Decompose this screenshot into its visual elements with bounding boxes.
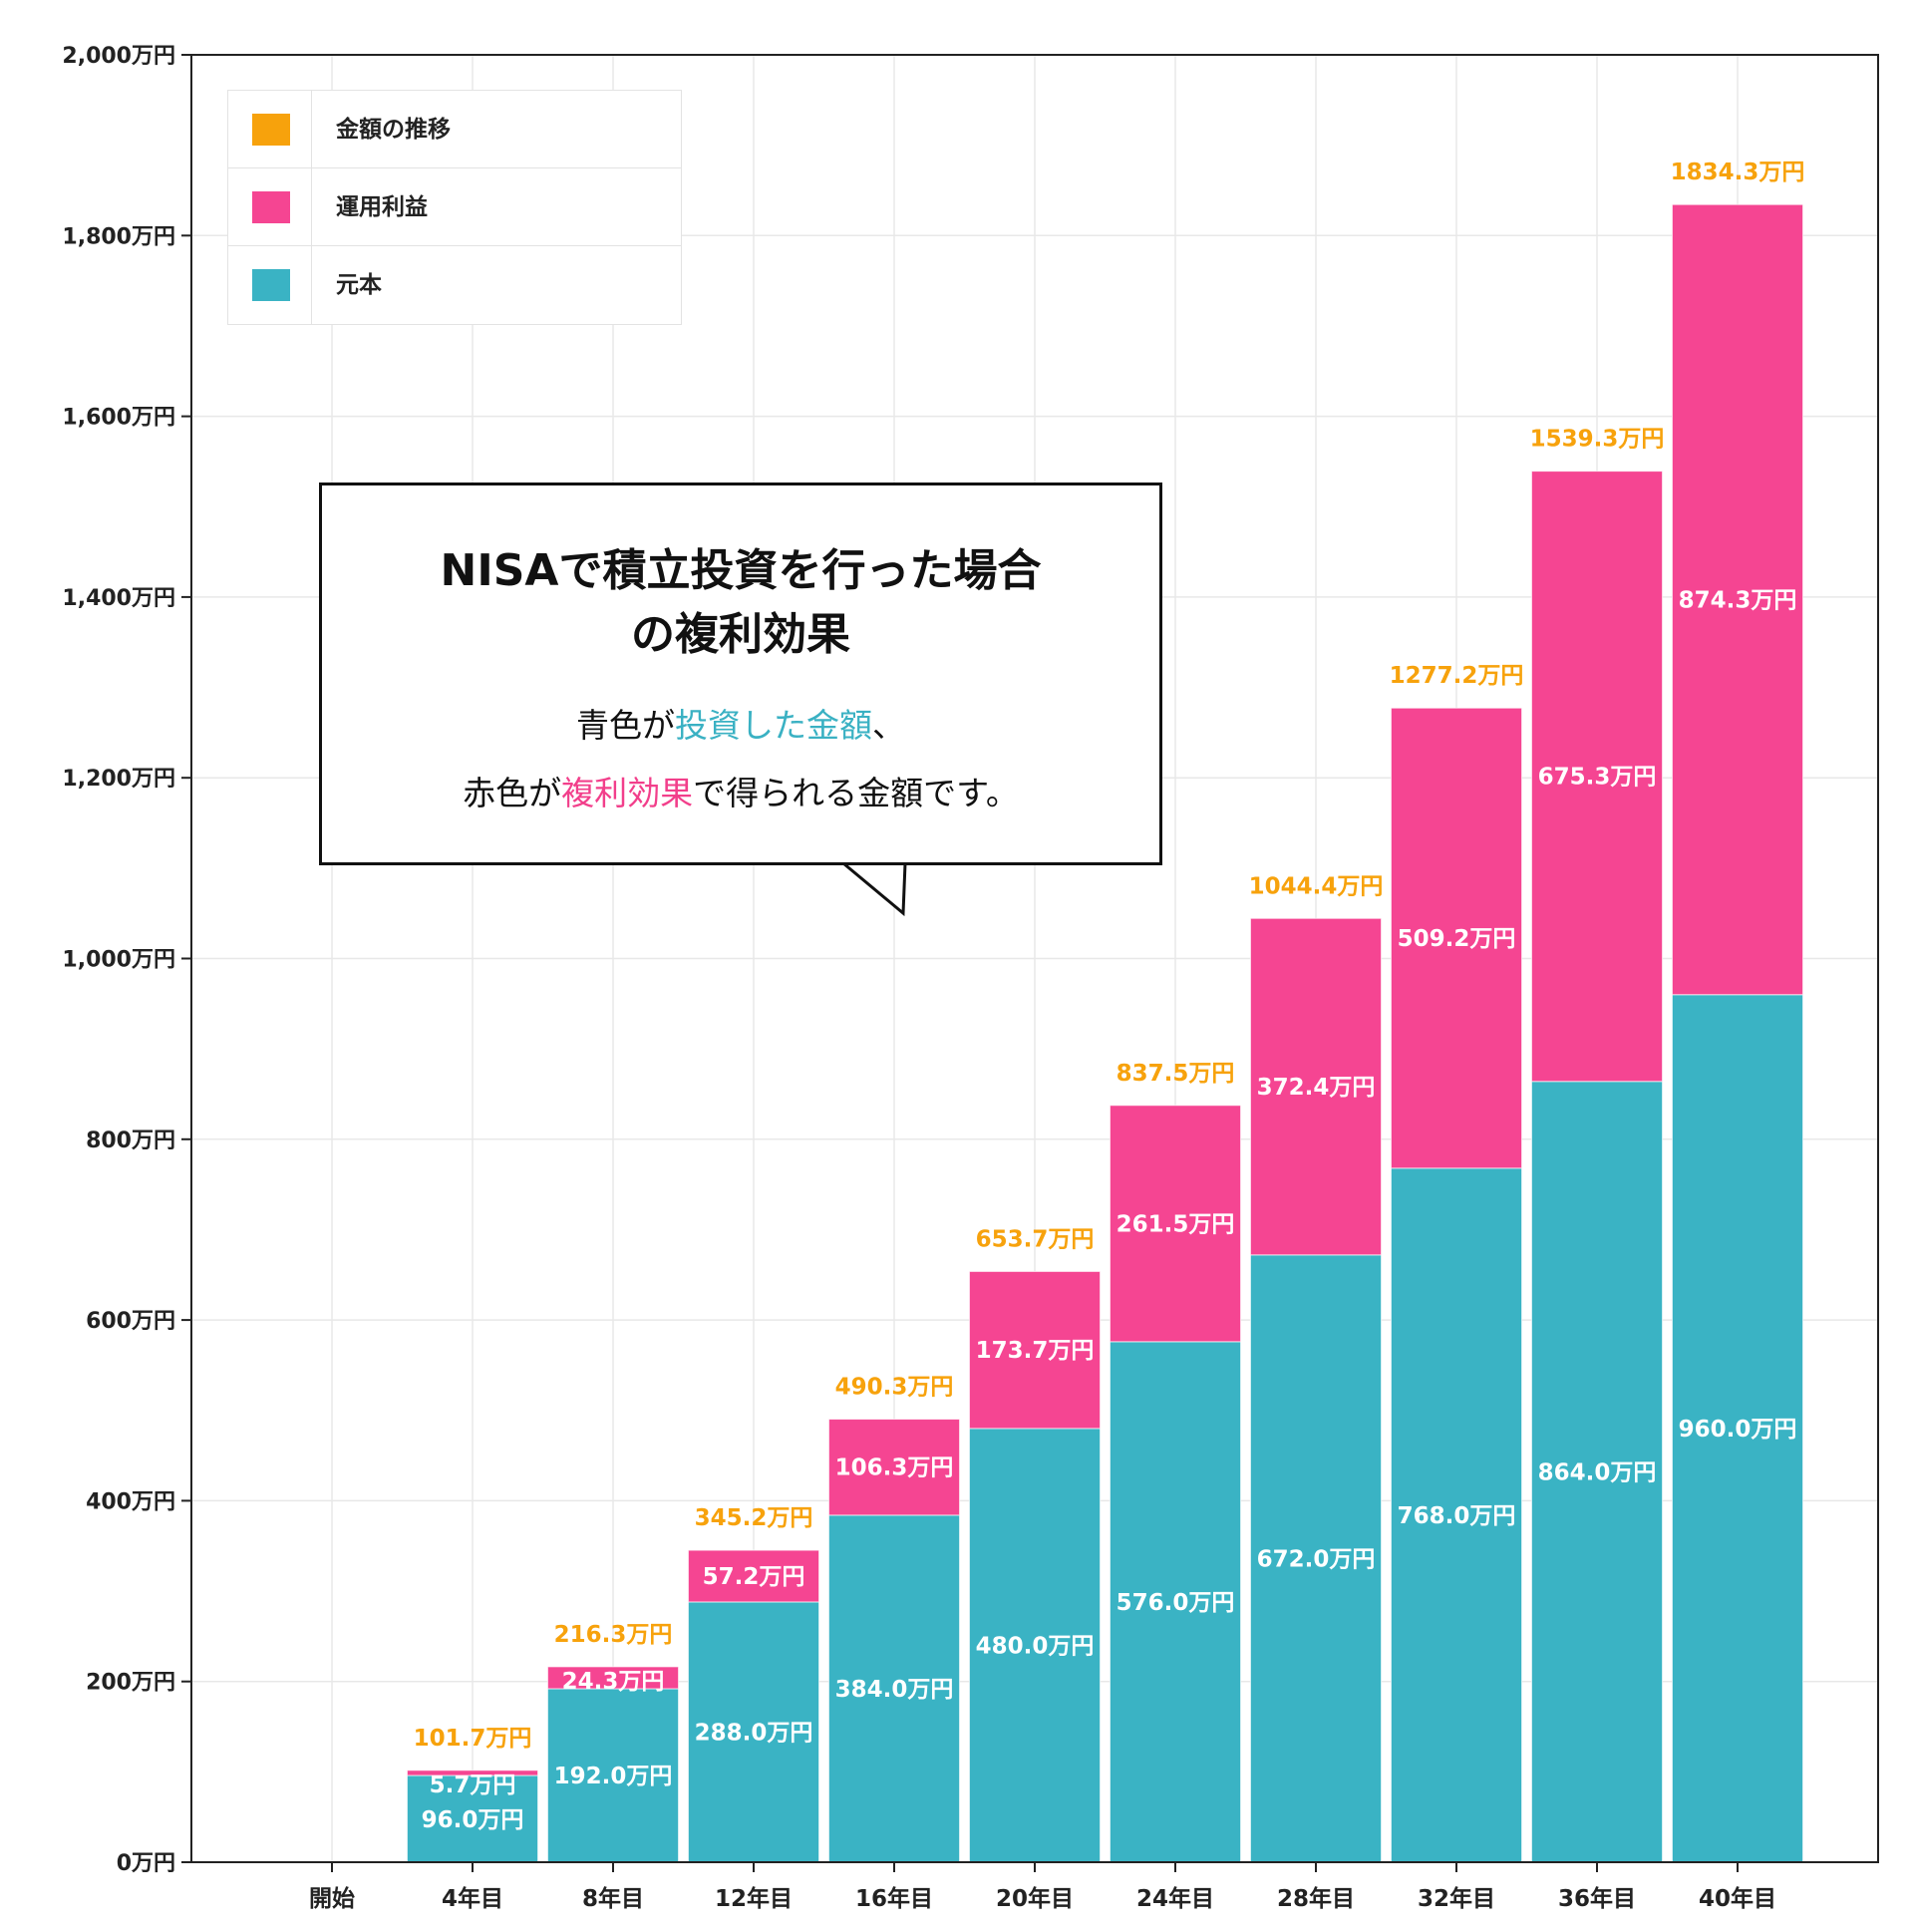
- total-value-label: 1834.3万円: [1671, 160, 1805, 185]
- x-tick-label: 12年目: [715, 1885, 793, 1912]
- total-value-label: 490.3万円: [835, 1375, 954, 1401]
- bar-principal: [1249, 1254, 1383, 1863]
- y-tick-label: 1,000万円: [62, 948, 175, 973]
- bar-principal: [687, 1601, 820, 1863]
- principal-value-label: 192.0万円: [554, 1764, 673, 1789]
- legend-item-principal: 元本: [228, 246, 681, 324]
- bar-profit: [406, 1770, 539, 1776]
- callout-highlight-pink: 複利効果: [561, 774, 694, 812]
- x-tick-label: 32年目: [1418, 1885, 1495, 1912]
- legend: 金額の推移 運用利益 元本: [227, 90, 682, 325]
- labels: 0万円 200万円 400万円 600万円 800万円 1,000万円 1,200万円 1,4…: [62, 44, 1804, 1912]
- total-value-label: 837.5万円: [1116, 1061, 1235, 1087]
- bar-profit: [687, 1549, 820, 1603]
- profit-value-label: 173.7万円: [976, 1338, 1095, 1364]
- profit-value-label: 106.3万円: [835, 1455, 954, 1481]
- axes: [181, 54, 1879, 1872]
- x-tick-label: 8年目: [582, 1885, 644, 1912]
- legend-label-profit: 運用利益: [336, 194, 428, 220]
- callout-title-line1: NISAで積立投資を行った場合: [440, 545, 1042, 596]
- legend-label-total: 金額の推移: [336, 117, 451, 143]
- y-tick-label: 0万円: [117, 1851, 175, 1876]
- principal-value-label: 384.0万円: [835, 1677, 954, 1703]
- callout-text: で得られる金額です。: [693, 774, 1019, 812]
- principal-value-label: 288.0万円: [695, 1720, 813, 1746]
- bar-profit: [1530, 471, 1664, 1083]
- total-value-label: 101.7万円: [414, 1726, 532, 1752]
- x-tick-label: 36年目: [1558, 1885, 1636, 1912]
- total-value-label: 653.7万円: [976, 1226, 1095, 1252]
- x-tick-label: 40年目: [1699, 1885, 1776, 1912]
- y-tick-label: 1,400万円: [62, 586, 175, 611]
- bar-profit: [1249, 917, 1383, 1256]
- y-tick-label: 1,200万円: [62, 767, 175, 792]
- x-tick-label: 20年目: [996, 1885, 1074, 1912]
- callout-body-line1: 青色が投資した金額、: [322, 692, 1159, 760]
- bar-profit: [1671, 203, 1804, 996]
- total-value-label: 345.2万円: [695, 1505, 813, 1531]
- y-tick-label: 200万円: [86, 1671, 175, 1696]
- callout-title-line2: の複利効果: [631, 609, 850, 660]
- bar-profit: [1390, 707, 1523, 1169]
- legend-item-total: 金額の推移: [228, 91, 681, 168]
- legend-swatch-profit: [252, 191, 290, 223]
- callout-body-line2: 赤色が複利効果で得られる金額です。: [322, 760, 1159, 827]
- profit-value-label: 57.2万円: [703, 1564, 805, 1590]
- bar-principal: [1109, 1341, 1242, 1863]
- principal-value-label: 960.0万円: [1679, 1417, 1797, 1443]
- bars: [406, 203, 1804, 1863]
- principal-value-label: 672.0万円: [1257, 1546, 1376, 1572]
- callout-text: 青色が: [576, 706, 675, 745]
- bar-principal: [1390, 1167, 1523, 1863]
- profit-value-label: 5.7万円: [430, 1772, 516, 1798]
- bar-principal: [968, 1428, 1102, 1863]
- total-value-label: 1044.4万円: [1249, 873, 1384, 899]
- bar-principal: [546, 1688, 680, 1863]
- principal-value-label: 480.0万円: [976, 1633, 1095, 1659]
- x-tick-label: 開始: [309, 1885, 355, 1912]
- y-tick-label: 1,800万円: [62, 224, 175, 249]
- callout-highlight-blue: 投資した金額: [675, 706, 872, 745]
- principal-value-label: 768.0万円: [1398, 1503, 1516, 1529]
- bar-profit: [968, 1270, 1102, 1430]
- x-tick-label: 24年目: [1136, 1885, 1214, 1912]
- callout-box: NISAで積立投資を行った場合 の複利効果 青色が投資した金額、 赤色が複利効果…: [319, 483, 1162, 865]
- x-tick-label: 28年目: [1277, 1885, 1355, 1912]
- profit-value-label: 24.3万円: [562, 1669, 665, 1695]
- callout-text: 、: [872, 706, 905, 745]
- profit-value-label: 261.5万円: [1116, 1211, 1235, 1237]
- x-tick-label: 16年目: [855, 1885, 933, 1912]
- legend-swatch-principal: [252, 269, 290, 301]
- bar-profit: [827, 1419, 961, 1516]
- profit-value-label: 675.3万円: [1538, 765, 1657, 791]
- y-tick-label: 800万円: [86, 1128, 175, 1153]
- total-value-label: 1277.2万円: [1390, 663, 1524, 689]
- y-tick-label: 600万円: [86, 1309, 175, 1334]
- principal-value-label: 576.0万円: [1116, 1590, 1235, 1616]
- profit-value-label: 372.4万円: [1257, 1075, 1376, 1101]
- legend-label-principal: 元本: [336, 272, 382, 298]
- principal-value-label: 864.0万円: [1538, 1459, 1657, 1485]
- bar-principal: [827, 1514, 961, 1863]
- bar-principal: [1530, 1081, 1664, 1863]
- callout-title: NISAで積立投資を行った場合 の複利効果: [322, 539, 1159, 667]
- y-tick-label: 400万円: [86, 1489, 175, 1514]
- y-tick-label: 1,600万円: [62, 406, 175, 431]
- bar-profit: [546, 1666, 680, 1690]
- bar-profit: [1109, 1105, 1242, 1343]
- y-tick-label: 2,000万円: [62, 44, 175, 69]
- legend-swatch-total: [252, 114, 290, 146]
- profit-value-label: 509.2万円: [1398, 926, 1516, 952]
- principal-value-label: 96.0万円: [422, 1807, 524, 1833]
- callout-body: 青色が投資した金額、 赤色が複利効果で得られる金額です。: [322, 692, 1159, 827]
- total-value-label: 1539.3万円: [1530, 427, 1665, 453]
- profit-value-label: 874.3万円: [1679, 587, 1797, 613]
- plot-frame: [190, 54, 1879, 1863]
- x-tick-label: 4年目: [442, 1885, 503, 1912]
- callout-text: 赤色が: [463, 774, 562, 812]
- legend-item-profit: 運用利益: [228, 168, 681, 246]
- total-value-label: 216.3万円: [554, 1622, 673, 1648]
